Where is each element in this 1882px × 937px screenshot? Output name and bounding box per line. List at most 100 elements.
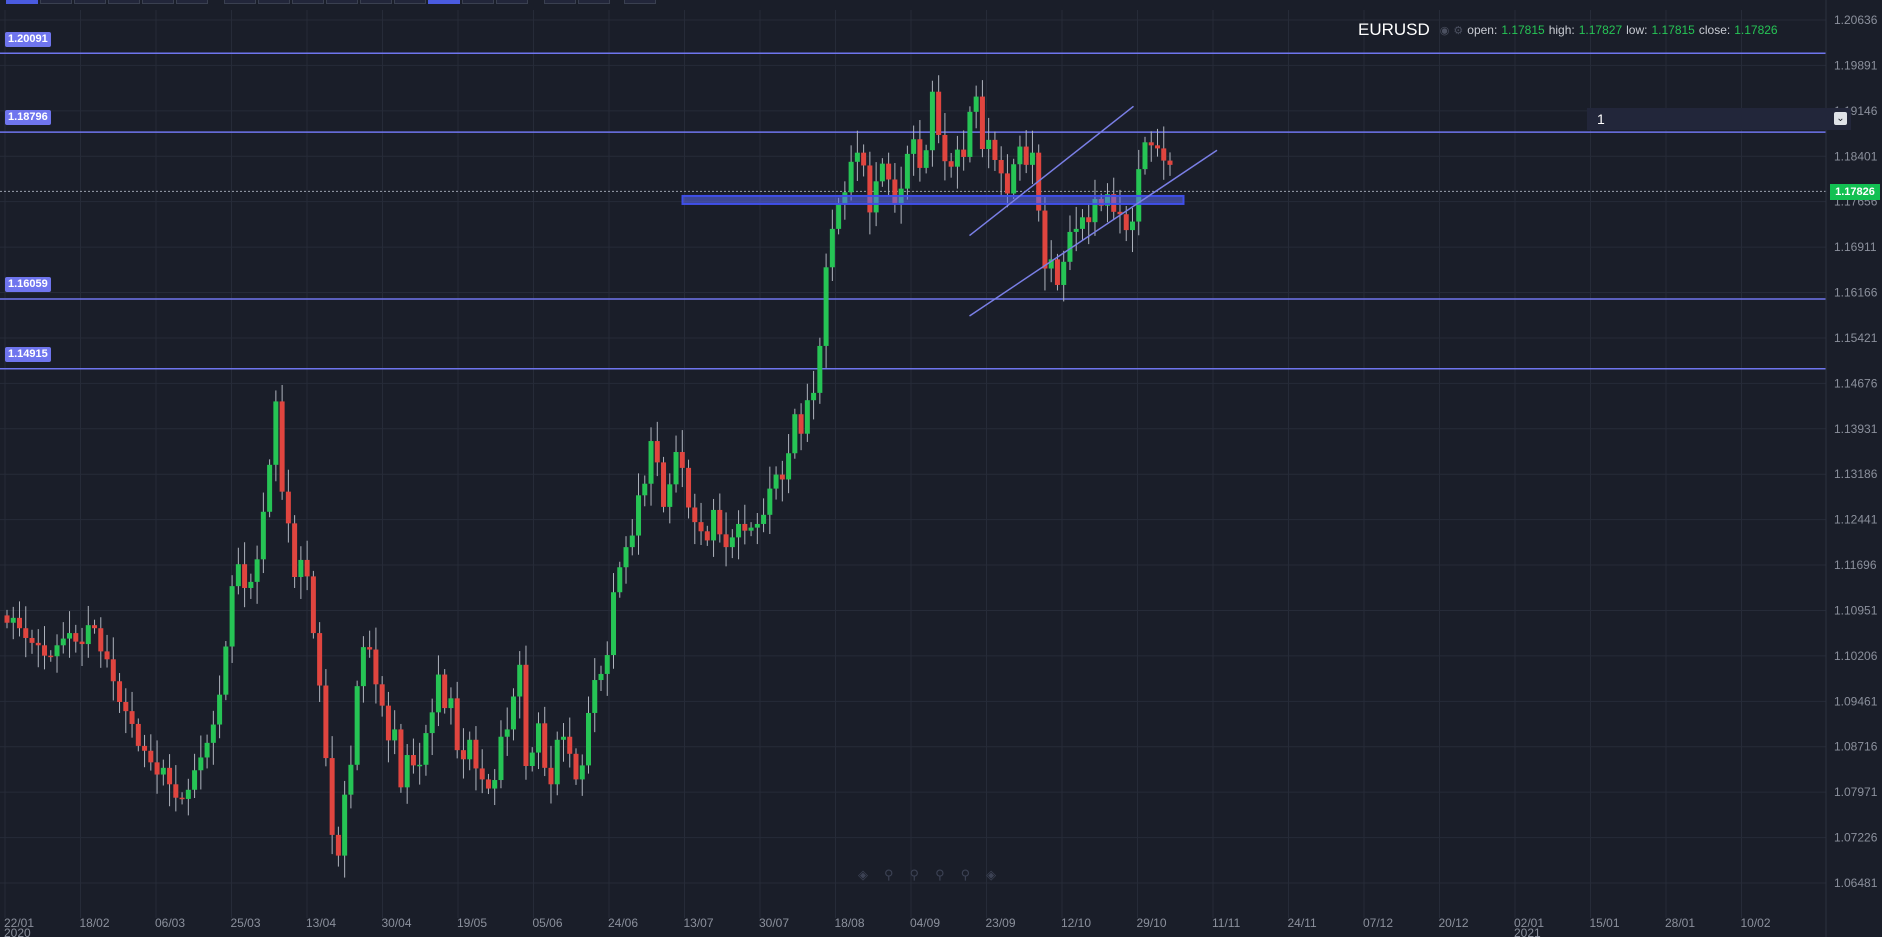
candle-body xyxy=(379,684,385,706)
price-tick-label: 1.12441 xyxy=(1834,513,1878,527)
close-label: close: xyxy=(1698,23,1731,37)
candle-body xyxy=(1161,148,1167,161)
toolbar-button[interactable] xyxy=(462,0,494,4)
toolbar-button[interactable] xyxy=(578,0,610,4)
toolbar-button[interactable] xyxy=(428,0,460,4)
toolbar-button[interactable] xyxy=(6,0,38,4)
draw-tool-icon[interactable]: ◈ xyxy=(858,867,868,882)
draw-tool-icon[interactable]: ⚲ xyxy=(909,867,920,882)
candle-body xyxy=(442,674,448,709)
candle-body xyxy=(142,745,148,751)
candle-body xyxy=(210,724,216,743)
level-label: 1.20091 xyxy=(5,32,51,47)
draw-tool-icon[interactable]: ⚲ xyxy=(960,867,971,882)
toolbar-button[interactable] xyxy=(544,0,576,4)
open-value: 1.17815 xyxy=(1501,23,1545,37)
candle-body xyxy=(767,488,773,515)
chevron-down-icon[interactable]: ⌄ xyxy=(1834,112,1847,125)
candle-body xyxy=(579,765,585,780)
time-tick-label: 02/01 xyxy=(1514,916,1544,930)
candle-body xyxy=(254,559,260,582)
candle-body xyxy=(817,345,823,393)
toolbar-button[interactable] xyxy=(176,0,208,4)
price-tick-label: 1.13931 xyxy=(1834,422,1878,436)
candle-body xyxy=(317,633,323,686)
candle-body xyxy=(23,628,29,638)
candle-body xyxy=(310,576,316,634)
candle-body xyxy=(479,768,485,780)
candle-body xyxy=(1123,214,1129,231)
ohlc-legend: EURUSD ◉ ⚙ open: 1.17815 high: 1.17827 l… xyxy=(1358,20,1778,40)
candle-body xyxy=(417,764,423,767)
candle-body xyxy=(717,509,723,535)
candle-body xyxy=(867,165,873,213)
candle-body xyxy=(948,161,954,167)
interval-selector[interactable]: ⌄ xyxy=(1587,108,1851,130)
toolbar-button[interactable] xyxy=(326,0,358,4)
time-tick-label: 15/01 xyxy=(1590,916,1620,930)
candle-body xyxy=(348,764,354,795)
candle-body xyxy=(42,645,48,656)
candle-body xyxy=(48,655,54,658)
time-tick-label: 30/04 xyxy=(382,916,412,930)
candle-body xyxy=(60,638,66,646)
toolbar-button[interactable] xyxy=(224,0,256,4)
candle-body xyxy=(460,750,466,760)
candle-body xyxy=(967,111,973,157)
candle-body xyxy=(1054,259,1060,285)
candle-body xyxy=(917,139,923,168)
candle-body xyxy=(936,91,942,135)
candle-body xyxy=(435,674,441,713)
draw-tool-icon[interactable]: ⚲ xyxy=(884,867,894,882)
toolbar-button[interactable] xyxy=(258,0,290,4)
toolbar-button[interactable] xyxy=(624,0,656,4)
candle-body xyxy=(729,537,735,548)
candle-body xyxy=(373,649,379,685)
support-zone xyxy=(681,194,1185,205)
toolbar-button[interactable] xyxy=(142,0,174,4)
toolbar-button[interactable] xyxy=(108,0,140,4)
candle-body xyxy=(973,96,979,112)
symbol-name[interactable]: EURUSD xyxy=(1358,20,1430,39)
toolbar-button[interactable] xyxy=(496,0,528,4)
settings-icon[interactable]: ⚙ xyxy=(1453,24,1464,37)
candle-body xyxy=(617,567,623,593)
candle-body xyxy=(611,592,617,656)
candle-body xyxy=(448,698,454,709)
draw-tool-icon[interactable]: ⚲ xyxy=(935,867,945,882)
time-tick-label: 28/01 xyxy=(1665,916,1695,930)
candle-body xyxy=(704,531,710,541)
toolbar-button[interactable] xyxy=(40,0,72,4)
candle-body xyxy=(285,491,291,524)
candle-body xyxy=(292,523,298,578)
toolbar-button[interactable] xyxy=(394,0,426,4)
candle-body xyxy=(798,414,804,434)
candle-body xyxy=(923,150,929,168)
candle-body xyxy=(304,559,310,577)
toolbar-button[interactable] xyxy=(360,0,392,4)
time-tick-label: 24/11 xyxy=(1288,916,1317,930)
candle-body xyxy=(29,637,35,643)
price-tick-label: 1.09461 xyxy=(1834,694,1878,708)
candle-body xyxy=(323,685,329,759)
candle-body xyxy=(198,757,204,771)
candle-body xyxy=(367,647,373,650)
candle-body xyxy=(773,474,779,489)
time-tick-label: 23/09 xyxy=(986,916,1016,930)
eye-icon[interactable]: ◉ xyxy=(1439,24,1450,37)
candle-body xyxy=(573,753,579,780)
level-label: 1.16059 xyxy=(5,277,51,292)
candle-body xyxy=(73,633,79,642)
price-tick-label: 1.16166 xyxy=(1834,286,1878,300)
candle-body xyxy=(567,736,573,754)
toolbar-button[interactable] xyxy=(74,0,106,4)
interval-input[interactable] xyxy=(1595,110,1819,128)
candle-body xyxy=(736,523,742,538)
toolbar-button[interactable] xyxy=(292,0,324,4)
draw-tool-icon[interactable]: ◈ xyxy=(986,867,997,882)
candle-body xyxy=(629,535,635,548)
price-tick-label: 1.11696 xyxy=(1834,558,1877,572)
candle-body xyxy=(811,392,817,401)
